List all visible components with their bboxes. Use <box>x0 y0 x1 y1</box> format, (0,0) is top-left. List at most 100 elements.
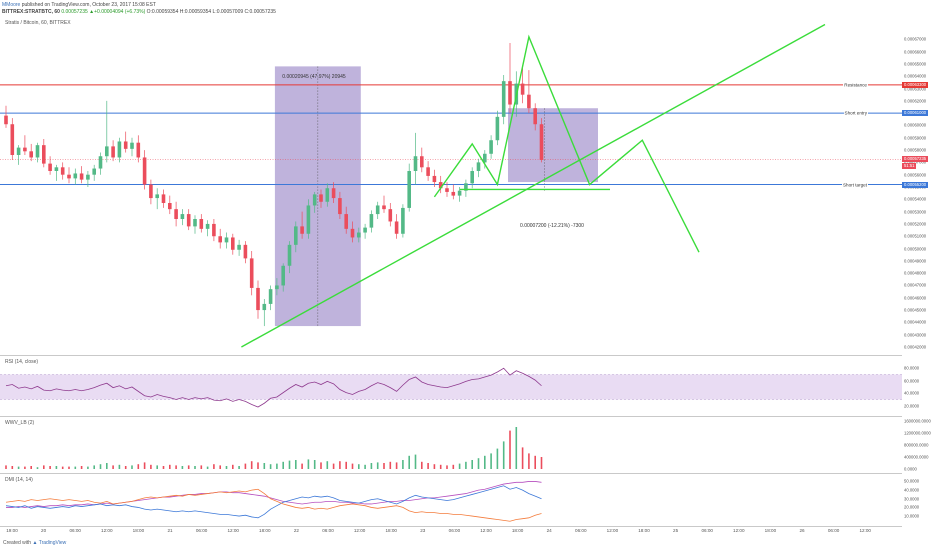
candle <box>539 118 544 163</box>
volume-bar <box>99 464 102 469</box>
volume-bar <box>383 463 385 469</box>
volume-bar <box>181 466 184 469</box>
volume-bar <box>30 466 32 469</box>
candle <box>281 263 285 292</box>
volume-bar <box>370 463 373 469</box>
volume-bar <box>17 466 20 469</box>
candle <box>294 221 298 253</box>
volume-bar <box>452 464 455 469</box>
time-axis-tick: 18:00 <box>511 528 524 533</box>
short-entry-price-tag: 0.00061000 <box>902 110 929 117</box>
candle <box>92 164 96 181</box>
candle <box>149 179 153 205</box>
volume-bar <box>250 461 253 469</box>
price-axis-tick: 0.00049000 <box>904 258 927 264</box>
short-target-label: Short target <box>841 182 868 188</box>
rsi-axis[interactable]: 80.0000 60.0000 40.0000 20.0000 <box>902 356 932 417</box>
time-axis-tick: 22 <box>293 528 299 533</box>
candle <box>388 203 393 227</box>
volume-bar <box>484 455 486 469</box>
volume-bar <box>87 466 89 469</box>
candle <box>98 152 103 175</box>
candle <box>420 147 424 173</box>
candle <box>4 105 8 128</box>
volume-pane[interactable]: WWV_LB (2) <box>0 417 902 474</box>
candle <box>407 163 411 212</box>
dmi-axis[interactable]: 50.0000 40.0000 30.0000 20.0000 10.0000 <box>902 474 932 527</box>
volume-bar <box>219 465 221 469</box>
price-axis-tick: 0.00063000 <box>904 86 927 92</box>
time-axis[interactable]: 19:00 20 06:00 12:00 18:00 21 06:00 12:00 18:00 2… <box>0 527 902 536</box>
volume-bar <box>376 462 379 469</box>
tradingview-logo[interactable]: ▲ TradingView <box>32 540 67 546</box>
volume-bar <box>471 460 473 469</box>
price-axis-tick: 0.00052000 <box>904 221 927 227</box>
volume-bar <box>364 464 366 469</box>
volume-bar <box>326 461 329 469</box>
dmi-axis-tick: 10.0000 <box>904 513 920 519</box>
candle <box>287 241 292 274</box>
candle <box>256 280 260 319</box>
candle <box>42 139 46 168</box>
rsi-axis-tick: 60.0000 <box>904 378 920 384</box>
candle <box>426 161 430 181</box>
candle <box>357 227 361 243</box>
volume-bar <box>213 464 215 469</box>
price-axis-tick: 0.00051000 <box>904 233 927 239</box>
time-axis-tick: 12:00 <box>859 528 871 533</box>
candle <box>224 232 229 249</box>
candle <box>413 132 418 185</box>
candle <box>111 140 115 162</box>
volume-axis-tick: 1600000.0000 <box>904 418 931 424</box>
volume-bar <box>206 466 209 469</box>
candle <box>495 110 500 146</box>
candle <box>193 215 197 234</box>
candle <box>48 156 52 175</box>
rsi-pane[interactable]: RSI (14, close) <box>0 356 902 417</box>
current-price-tag: 0.00057235 <box>902 156 929 163</box>
volume-bar <box>162 466 165 469</box>
candle <box>476 158 481 178</box>
volume-pane-title: WWV_LB (2) <box>5 420 35 426</box>
candle <box>445 182 449 197</box>
volume-bar <box>80 466 83 469</box>
dmi-axis-tick: 40.0000 <box>904 487 920 493</box>
volume-bar <box>301 463 303 469</box>
candle <box>243 241 248 264</box>
publish-info: published on TradingView.com, October 23… <box>20 2 156 8</box>
projection-path <box>433 34 700 253</box>
dmi-pane[interactable]: DMI (14, 14) <box>0 474 902 527</box>
candle <box>401 204 405 238</box>
price-axis-tick: 0.00056000 <box>904 172 927 178</box>
volume-bar <box>5 465 7 469</box>
volume-bar <box>169 464 171 469</box>
price-axis-tick: 0.00050000 <box>904 246 927 252</box>
candle <box>86 171 90 187</box>
volume-bar <box>263 463 266 469</box>
candle <box>79 166 84 184</box>
volume-bar <box>143 462 146 469</box>
volume-bar <box>345 461 347 469</box>
volume-bar <box>257 462 259 469</box>
publisher-name[interactable]: MMoore <box>2 2 21 8</box>
dmi-plus-line <box>5 485 542 519</box>
volume-bar <box>395 462 398 469</box>
candle <box>312 191 317 213</box>
measure-up-label: 0.00020945 (47.97%) 20945 <box>282 74 346 80</box>
time-axis-tick: 18:00 <box>259 528 271 533</box>
price-pane[interactable]: Stratis / Bitcoin, 60, BITTREX 0.0002094… <box>0 17 902 356</box>
volume-axis[interactable]: 1600000.0000 1200000.0000 800000.0000 40000… <box>902 417 932 474</box>
symbol-label: BITTREX:STRATBTC, 60 <box>2 9 60 15</box>
footer-created: Created with <box>3 540 33 546</box>
candle <box>306 199 311 239</box>
resistance-label: Resistance <box>843 82 868 88</box>
volume-bar <box>24 466 26 469</box>
time-axis-tick: 18:00 <box>638 528 650 533</box>
volume-bar <box>295 460 297 469</box>
volume-bar <box>414 454 417 469</box>
candle <box>438 175 443 194</box>
candle <box>338 191 342 219</box>
time-axis-tick: 06:00 <box>195 528 208 533</box>
volume-bar <box>528 453 530 469</box>
candle <box>331 182 336 203</box>
